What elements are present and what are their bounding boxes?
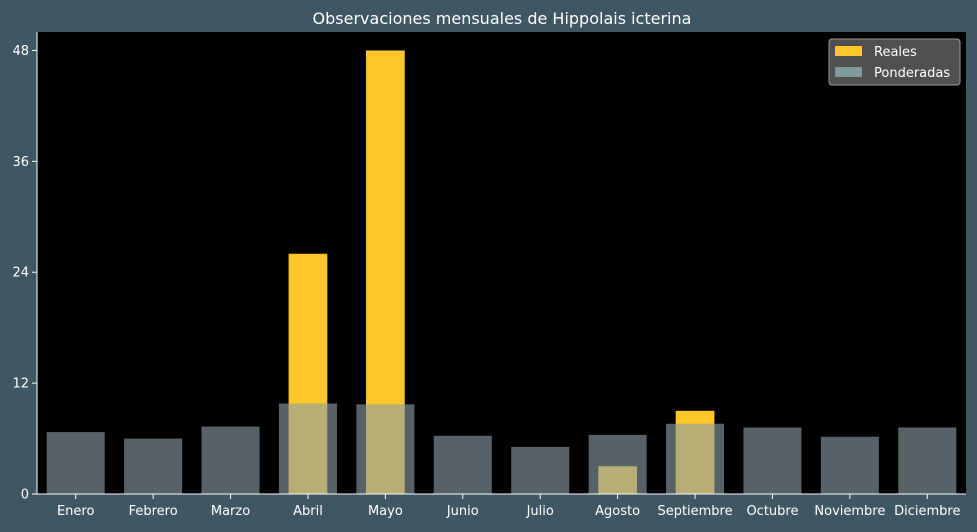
bar-ponderadas-agosto [588,434,647,494]
x-tick-label: Junio [446,504,479,519]
x-tick-label: Diciembre [894,504,960,519]
bar-ponderadas-enero [46,432,105,494]
legend-swatch-ponderadas [835,67,862,77]
bar-ponderadas-febrero [124,438,183,494]
x-tick-label: Mayo [368,504,403,519]
x-tick-label: Marzo [211,504,250,519]
y-tick-label: 0 [21,488,29,503]
x-tick-label: Julio [526,504,554,519]
bar-ponderadas-abril [278,403,337,494]
y-tick-label: 12 [12,377,29,392]
bar-ponderadas-noviembre [820,436,879,494]
x-tick-label: Enero [57,504,95,519]
y-tick-label: 36 [12,155,29,170]
x-tick-label: Octubre [746,504,798,519]
bar-ponderadas-marzo [201,426,260,494]
x-tick-label: Abril [293,504,323,519]
bar-ponderadas-diciembre [898,427,957,494]
x-tick-label: Noviembre [814,504,885,519]
x-tick-label: Septiembre [657,504,732,519]
x-tick-label: Agosto [595,504,640,519]
bar-ponderadas-mayo [356,404,415,494]
plot-area [37,32,966,494]
y-tick-label: 24 [12,266,29,281]
legend-label-ponderadas: Ponderadas [874,66,950,81]
legend-swatch-reales [835,46,862,56]
bar-ponderadas-septiembre [666,423,725,494]
bar-ponderadas-octubre [743,427,802,494]
x-tick-label: Febrero [129,504,178,519]
legend-label-reales: Reales [874,45,917,60]
y-tick-label: 48 [12,44,29,59]
bar-ponderadas-junio [433,435,492,494]
bar-ponderadas-julio [511,446,570,494]
chart-title: Observaciones mensuales de Hippolais ict… [313,9,692,28]
